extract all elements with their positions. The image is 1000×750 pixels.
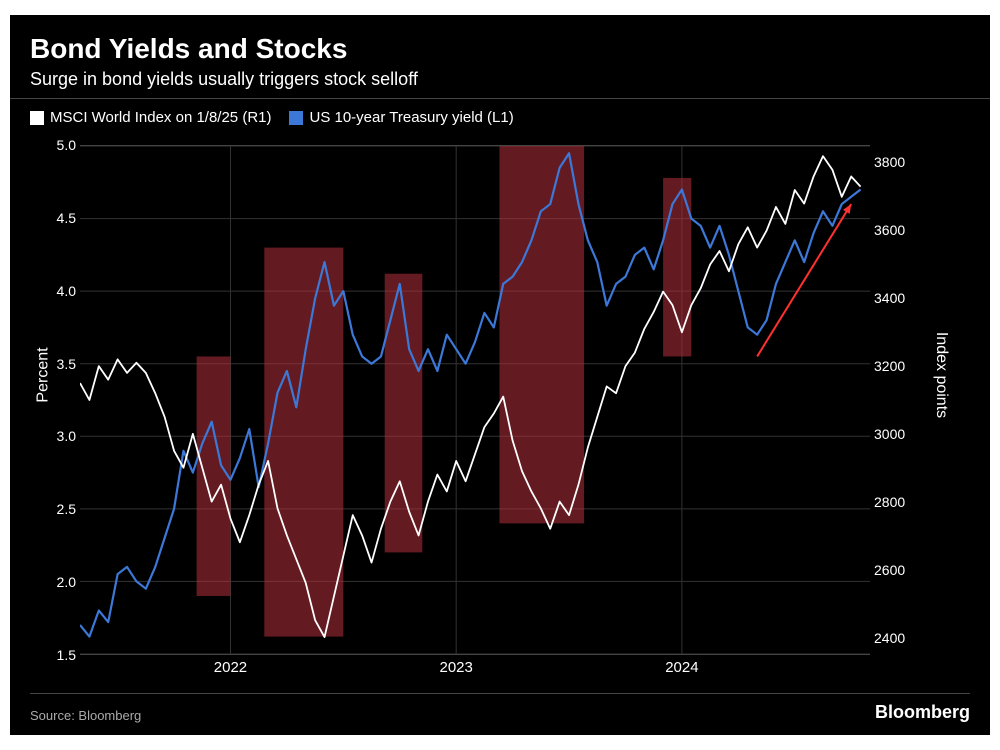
chart-subtitle: Surge in bond yields usually triggers st… xyxy=(30,69,970,90)
legend-label: US 10-year Treasury yield (L1) xyxy=(309,109,513,126)
y-left-tick: 2.0 xyxy=(57,574,76,590)
legend-item: MSCI World Index on 1/8/25 (R1) xyxy=(30,109,271,126)
y-left-tick: 5.0 xyxy=(57,137,76,153)
y-right-tick: 2800 xyxy=(874,494,905,510)
y-right-tick: 3000 xyxy=(874,426,905,442)
chart-legend: MSCI World Index on 1/8/25 (R1) US 10-ye… xyxy=(10,99,990,132)
chart-header: Bond Yields and Stocks Surge in bond yie… xyxy=(10,15,990,99)
x-tick: 2023 xyxy=(440,659,473,676)
source-text: Source: Bloomberg xyxy=(30,708,141,723)
y-axis-right-ticks: 2400 2600 2800 3000 3200 3400 3600 3800 xyxy=(874,145,914,655)
y-left-tick: 4.0 xyxy=(57,283,76,299)
y-left-tick: 2.5 xyxy=(57,501,76,517)
legend-label: MSCI World Index on 1/8/25 (R1) xyxy=(50,109,271,126)
y-axis-left-ticks: 1.52.02.53.03.54.04.55.0 xyxy=(42,145,76,655)
y-right-tick: 2600 xyxy=(874,562,905,578)
plot-area xyxy=(80,145,870,655)
legend-swatch-icon xyxy=(30,111,44,125)
y-right-tick: 3200 xyxy=(874,358,905,374)
y-right-tick: 3800 xyxy=(874,154,905,170)
y-left-tick: 1.5 xyxy=(57,647,76,663)
legend-item: US 10-year Treasury yield (L1) xyxy=(289,109,513,126)
chart-footer: Source: Bloomberg Bloomberg xyxy=(30,693,970,723)
y-right-tick: 2400 xyxy=(874,630,905,646)
chart-svg xyxy=(80,145,870,655)
y-right-tick: 3400 xyxy=(874,290,905,306)
brand-logo: Bloomberg xyxy=(875,702,970,723)
legend-swatch-icon xyxy=(289,111,303,125)
y-left-tick: 4.5 xyxy=(57,210,76,226)
y-right-tick: 3600 xyxy=(874,222,905,238)
y-left-tick: 3.0 xyxy=(57,428,76,444)
y-axis-right-title: Index points xyxy=(932,332,950,418)
x-tick: 2022 xyxy=(214,659,247,676)
chart-title: Bond Yields and Stocks xyxy=(30,33,970,65)
y-left-tick: 3.5 xyxy=(57,356,76,372)
x-tick: 2024 xyxy=(665,659,698,676)
chart-container: Bond Yields and Stocks Surge in bond yie… xyxy=(10,15,990,735)
x-axis-ticks: 2022 2023 2024 xyxy=(80,659,870,679)
